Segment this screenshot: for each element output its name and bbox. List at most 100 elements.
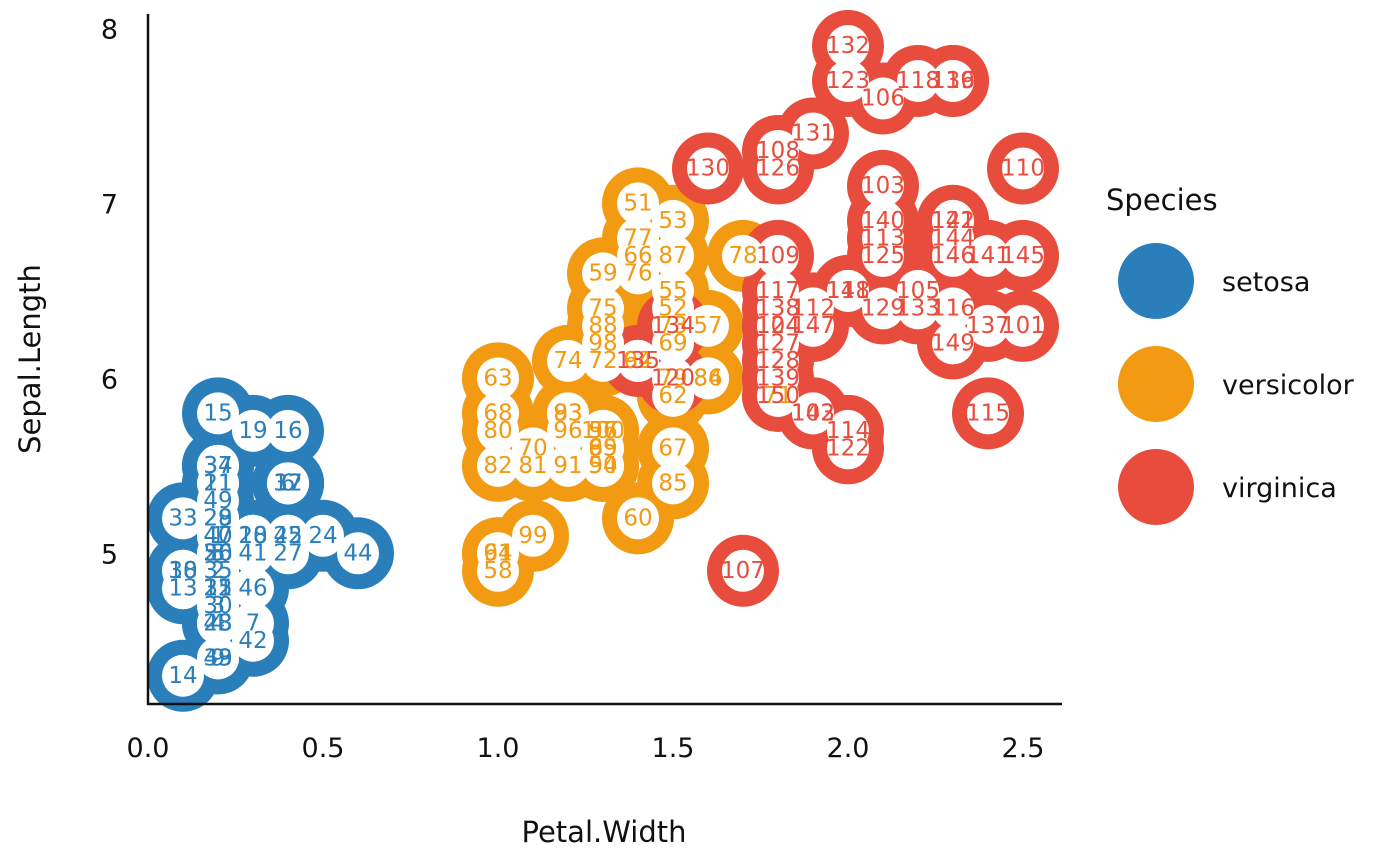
point-disc-versicolor: [582, 409, 624, 452]
point-label-111: 111: [826, 278, 870, 304]
point-disc-setosa: [232, 409, 274, 452]
point-label-86: 86: [693, 365, 722, 391]
legend-key-virginica: [1118, 449, 1194, 525]
point-disc-versicolor: [547, 444, 589, 487]
x-tick-label: 2.0: [827, 733, 870, 764]
point-disc-virginica: [757, 234, 799, 277]
point-disc-setosa: [162, 497, 204, 540]
point-label-96: 96: [553, 418, 582, 444]
point-label-85: 85: [658, 470, 687, 496]
point-disc-virginica: [827, 59, 869, 102]
point-disc-virginica: [1002, 234, 1044, 277]
point-label-6: 6: [281, 470, 296, 496]
point-label-41: 41: [238, 540, 267, 566]
point-disc-virginica: [862, 164, 904, 207]
point-label-88: 88: [588, 313, 617, 339]
point-label-56: 56: [588, 418, 617, 444]
point-label-129: 129: [861, 295, 905, 321]
point-disc-versicolor: [652, 427, 694, 470]
point-label-127: 127: [756, 330, 800, 356]
point-label-103: 103: [861, 173, 905, 199]
point-label-92: 92: [623, 348, 652, 374]
point-label-94: 94: [483, 540, 512, 566]
point-label-31: 31: [203, 575, 232, 601]
point-label-66: 66: [623, 243, 652, 269]
point-label-13: 13: [168, 575, 197, 601]
point-disc-setosa: [197, 479, 239, 522]
point-label-51: 51: [623, 190, 652, 216]
point-label-112: 112: [791, 295, 835, 321]
point-label-133: 133: [896, 295, 940, 321]
point-label-52: 52: [658, 295, 687, 321]
point-label-58: 58: [483, 558, 512, 584]
point-label-143: 143: [791, 400, 835, 426]
y-tick-label: 8: [101, 14, 118, 45]
point-label-106: 106: [861, 85, 905, 111]
point-label-79: 79: [658, 365, 687, 391]
point-label-101: 101: [1001, 313, 1045, 339]
point-label-110: 110: [1001, 155, 1045, 181]
point-discs: [162, 24, 1044, 697]
point-label-130: 130: [686, 155, 730, 181]
point-label-11: 11: [203, 470, 232, 496]
legend-title: Species: [1106, 183, 1218, 217]
point-disc-versicolor: [652, 462, 694, 505]
point-label-145: 145: [1001, 243, 1045, 269]
point-disc-setosa: [232, 532, 274, 575]
legend-label-versicolor: versicolor: [1222, 370, 1355, 401]
point-label-5: 5: [211, 540, 226, 566]
point-label-148: 148: [826, 278, 870, 304]
point-label-114: 114: [826, 418, 870, 444]
point-label-9: 9: [211, 645, 226, 671]
point-label-60: 60: [623, 505, 652, 531]
point-label-138: 138: [756, 295, 800, 321]
point-label-49: 49: [203, 488, 232, 514]
point-label-50: 50: [203, 540, 232, 566]
point-label-119: 119: [931, 68, 975, 94]
point-disc-virginica: [932, 234, 974, 277]
point-disc-setosa: [267, 462, 309, 505]
legend-label-setosa: setosa: [1222, 267, 1310, 298]
point-label-150: 150: [756, 383, 800, 409]
point-label-10: 10: [168, 558, 197, 584]
point-label-128: 128: [756, 348, 800, 374]
point-label-14: 14: [168, 663, 197, 689]
point-disc-setosa: [232, 619, 274, 662]
point-label-116: 116: [931, 295, 975, 321]
point-label-84: 84: [693, 365, 722, 391]
point-label-3: 3: [211, 593, 226, 619]
point-label-105: 105: [896, 278, 940, 304]
point-label-28: 28: [203, 505, 232, 531]
point-disc-virginica: [967, 304, 1009, 347]
point-disc-virginica: [1002, 147, 1044, 190]
point-disc-versicolor: [582, 252, 624, 295]
point-label-19: 19: [238, 418, 267, 444]
point-label-22: 22: [273, 523, 302, 549]
point-label-25: 25: [203, 575, 232, 601]
point-label-26: 26: [203, 540, 232, 566]
point-label-42: 42: [238, 628, 267, 654]
point-label-48: 48: [203, 610, 232, 636]
point-disc-versicolor: [617, 497, 659, 540]
legend: Species setosa versicolor virginica: [1106, 183, 1355, 525]
point-label-78: 78: [728, 243, 757, 269]
point-label-115: 115: [966, 400, 1010, 426]
point-label-4: 4: [211, 610, 226, 636]
point-label-37: 37: [203, 453, 232, 479]
point-disc-virginica: [932, 59, 974, 102]
point-label-67: 67: [658, 435, 687, 461]
point-label-45: 45: [273, 523, 302, 549]
point-disc-setosa: [162, 654, 204, 697]
point-label-80: 80: [483, 418, 512, 444]
point-disc-versicolor: [477, 444, 519, 487]
point-label-146: 146: [931, 243, 975, 269]
point-disc-setosa: [197, 392, 239, 435]
x-tick-label: 2.5: [1002, 733, 1045, 764]
point-label-121: 121: [931, 208, 975, 234]
point-label-77: 77: [623, 225, 652, 251]
point-label-97: 97: [588, 418, 617, 444]
point-label-102: 102: [791, 400, 835, 426]
point-disc-versicolor: [477, 357, 519, 400]
point-label-30: 30: [203, 593, 232, 619]
point-disc-setosa: [232, 567, 274, 610]
